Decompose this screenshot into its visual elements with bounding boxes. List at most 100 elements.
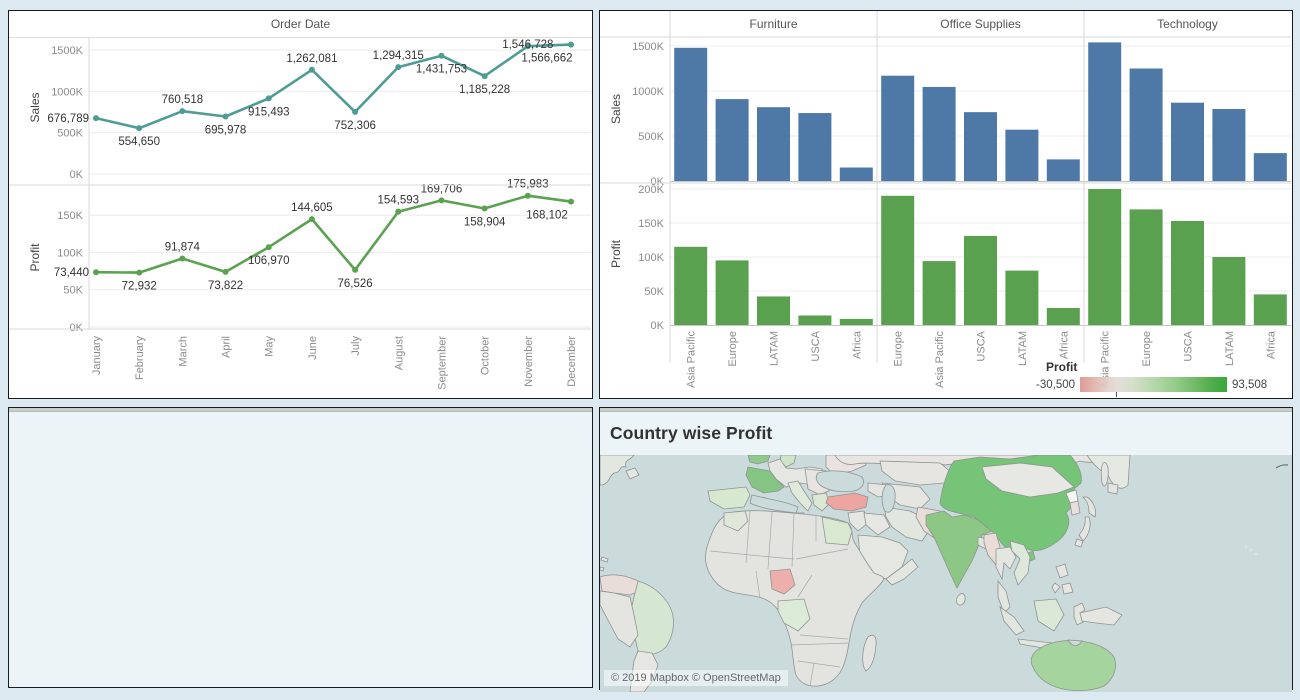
category-region-chart[interactable]: 0K 500K 1000K 1500K Sales 0K 50K 100K 150K 200K Pr… [600,11,1291,397]
country-japan[interactable] [1078,516,1091,542]
country-peru[interactable] [600,590,639,648]
sales-bar[interactable] [1088,42,1122,182]
country-dr-congo[interactable] [777,598,811,632]
data-point[interactable] [93,269,99,276]
country-new-guinea[interactable] [1079,606,1123,626]
country-iraq[interactable] [863,512,891,536]
profit-bar[interactable] [964,235,997,325]
world-map[interactable] [600,455,1292,692]
sales-bar[interactable] [964,112,997,181]
monthly-trend-chart[interactable]: 0K 500K 1000K 1500K Sales 676,789 554,650 760,5… [9,38,591,398]
sales-bar[interactable] [715,99,749,181]
country-philippines[interactable] [1055,563,1069,579]
profit-bar[interactable] [674,246,708,325]
sales-bar[interactable] [1253,153,1287,181]
country-morocco[interactable] [723,510,749,532]
data-point[interactable] [308,216,315,223]
sales-bar[interactable] [839,167,873,182]
data-point[interactable] [352,108,359,115]
country-greece[interactable] [811,492,831,512]
data-point[interactable] [395,208,402,215]
country-newfoundland[interactable] [625,467,640,480]
map-canvas[interactable]: © 2019 Mapbox © OpenStreetMap [600,455,1292,692]
country-venezuela[interactable] [600,574,645,596]
data-point[interactable] [438,52,445,59]
country-borneo[interactable] [1033,598,1065,632]
profit-bar[interactable] [1212,257,1246,325]
country-japan[interactable] [1082,496,1096,518]
country-yemen-oman[interactable] [885,558,919,586]
country-turkey[interactable] [825,492,869,512]
sales-bar[interactable] [1046,159,1080,181]
country-sakhalin[interactable] [1100,462,1109,487]
country-spain[interactable] [707,486,751,510]
country-sumatra[interactable] [999,606,1025,636]
data-point[interactable] [568,41,574,48]
data-point[interactable] [524,43,531,50]
country-hokkaido[interactable] [1107,482,1119,495]
country-mongolia[interactable] [981,462,1075,498]
data-point[interactable] [179,255,186,262]
sales-bar[interactable] [922,86,956,181]
country-thailand[interactable] [995,546,1017,581]
pacific-island[interactable] [1254,552,1258,556]
profit-bar[interactable] [757,296,790,325]
sales-bar[interactable] [674,47,708,181]
continent-africa[interactable] [705,510,885,687]
country-vietnam[interactable] [1009,540,1031,586]
profit-bar[interactable] [922,261,956,325]
data-point[interactable] [524,192,531,199]
map-attribution[interactable]: © 2019 Mapbox © OpenStreetMap [604,670,788,686]
data-point[interactable] [222,268,229,275]
data-point[interactable] [136,269,143,276]
country-france[interactable] [745,466,785,494]
country-caribbean[interactable] [600,566,605,572]
pacific-island[interactable] [1249,548,1253,552]
data-point[interactable] [481,73,488,80]
profit-bar[interactable] [798,315,832,325]
data-point[interactable] [265,95,272,102]
data-point[interactable] [568,198,574,205]
data-point[interactable] [222,113,229,120]
profit-bar[interactable] [1088,189,1122,325]
sales-bar[interactable] [1171,102,1204,181]
data-point[interactable] [352,266,359,273]
data-point[interactable] [438,197,445,204]
country-kyushu[interactable] [1074,538,1084,548]
data-point[interactable] [93,115,99,122]
data-point[interactable] [265,244,272,251]
profit-bar[interactable] [881,195,915,325]
data-point[interactable] [179,108,186,115]
profit-bar[interactable] [1253,294,1287,325]
profit-bar[interactable] [1171,220,1204,325]
country-madagascar[interactable] [862,634,877,672]
country-caribbean[interactable] [600,556,609,563]
country-south-korea[interactable] [1069,500,1081,516]
sales-bar[interactable] [1005,129,1039,181]
country-nigeria[interactable] [769,568,796,595]
data-point[interactable] [308,66,315,73]
country-italy[interactable] [787,480,813,512]
country-kazakhstan[interactable] [879,460,953,486]
sales-bar[interactable] [757,107,790,181]
profit-bar[interactable] [715,260,749,325]
legend-gradient-bar[interactable] [1080,377,1228,397]
profit-bar[interactable] [1129,209,1163,325]
profit-bar[interactable] [1005,270,1039,325]
country-sri-lanka[interactable] [956,593,966,606]
sales-bar[interactable] [881,75,915,181]
profit-bar[interactable] [839,318,873,325]
pacific-island[interactable] [1244,545,1248,549]
country-malay-peninsula[interactable] [997,579,1011,614]
country-levant[interactable] [847,510,869,532]
data-point[interactable] [136,125,143,132]
sales-bar[interactable] [1212,109,1246,181]
sales-bar[interactable] [1129,68,1163,182]
country-philippines[interactable] [1061,582,1074,595]
data-point[interactable] [395,64,402,71]
country-canada[interactable] [600,455,635,486]
sales-bar[interactable] [798,113,832,181]
data-point[interactable] [481,205,488,212]
country-egypt[interactable] [821,516,853,546]
profit-bar[interactable] [1046,308,1080,325]
